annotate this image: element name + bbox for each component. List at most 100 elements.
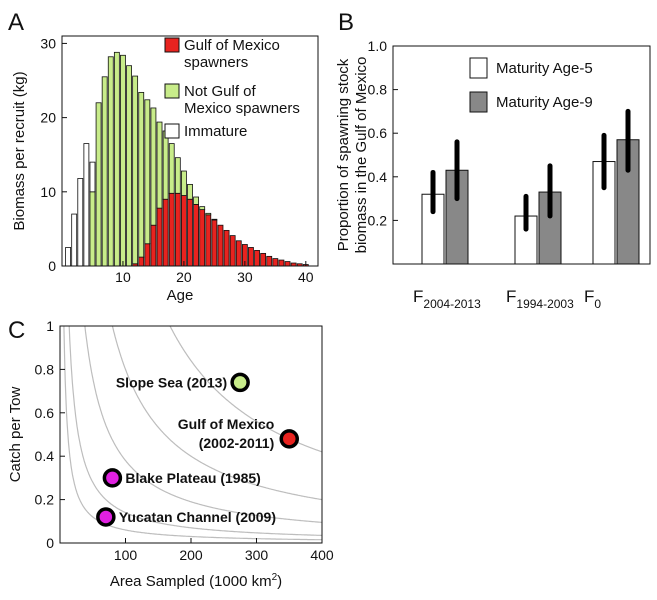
- bar-gulf-age-34: [266, 255, 273, 267]
- panel-c: C 0 0.2 0.4 0.6 0.8 1 100 200 300 400 Area Sampled …: [7, 317, 334, 590]
- bar-gulf-age-29: [235, 240, 242, 267]
- bar-gulf-age-27: [223, 229, 230, 267]
- bar-immature-age-1: [65, 247, 71, 267]
- legend-swatch-b-1: [469, 91, 488, 113]
- bar-notgulf-age-19: [174, 157, 181, 194]
- ytick-label-a: 0: [48, 258, 56, 274]
- bar-notgulf-age-7: [101, 76, 108, 267]
- xlabel-c: Area Sampled (1000 km2): [110, 572, 282, 590]
- ytick-label-c: 0.2: [35, 492, 55, 508]
- ytick-label-c: 0.6: [35, 405, 55, 421]
- bar-notgulf-age-15: [150, 107, 157, 226]
- legend-label-a-0: spawners: [184, 54, 248, 71]
- ytick-label-b: 0.8: [368, 82, 388, 98]
- ytick-label-b: 0.6: [368, 125, 388, 141]
- legend-label-a-1: Mexico spawners: [184, 100, 300, 117]
- bar-gulf-age-20: [181, 195, 187, 267]
- bar-notgulf-age-9: [113, 51, 120, 267]
- ylabel-b-1: biomass in the Gulf of Mexico: [353, 57, 370, 254]
- bar-gulf-age-32: [254, 250, 260, 267]
- bar-gulf-age-37: [284, 261, 291, 267]
- bar-notgulf-age-6: [95, 102, 102, 267]
- ylabel-c: Catch per Tow: [7, 387, 24, 483]
- ytick-label-c: 0.4: [35, 448, 55, 464]
- bar-gulf-age-16: [156, 207, 163, 267]
- ytick-label-c: 1: [46, 318, 54, 334]
- bar-gulf-age-33: [260, 252, 267, 267]
- category-label-b-2: F0: [584, 287, 601, 311]
- bar-notgulf-age-8: [107, 56, 114, 267]
- point-label2-c-1: (2002-2011): [199, 435, 275, 451]
- bar-notgulf-age-20: [181, 170, 187, 196]
- category-label-b-0: F2004-2013: [413, 287, 481, 311]
- bar-gulf-age-23: [199, 209, 206, 267]
- xtick-label-a: 20: [176, 269, 192, 285]
- bar-notgulf-age-21: [187, 183, 193, 200]
- bar-notgulf-age-13: [138, 91, 145, 258]
- bar-gulf-age-14: [144, 243, 151, 267]
- xtick-label-c: 100: [114, 547, 138, 563]
- bar-gulf-age-25: [211, 219, 218, 267]
- ytick-label-a: 20: [40, 110, 56, 126]
- bar-gulf-age-15: [150, 224, 157, 267]
- bar-notgulf-age-24: [205, 212, 212, 216]
- bar-gulf-age-18: [168, 192, 175, 267]
- bar-gulf-age-19: [174, 192, 181, 267]
- xlabel-a: Age: [167, 287, 194, 304]
- point-c-0: [230, 372, 250, 393]
- bar-notgulf-age-25: [211, 218, 218, 221]
- iso-curve-3: [111, 325, 323, 501]
- bar-gulf-age-21: [187, 198, 193, 267]
- point-label-c-2: Blake Plateau (1985): [125, 470, 260, 486]
- bar-notgulf-age-17: [162, 130, 169, 200]
- xtick-label-c: 200: [179, 547, 203, 563]
- legend-swatch-a-1: [164, 83, 180, 99]
- point-label-c-1: Gulf of Mexico: [178, 416, 274, 432]
- ylabel-a: Biomass per recruit (kg): [11, 71, 28, 230]
- bar-notgulf-age-12: [132, 75, 139, 265]
- category-label-b-1: F1994-2003: [506, 287, 574, 311]
- bar-gulf-age-22: [193, 204, 199, 267]
- ytick-label-b: 0.2: [368, 212, 388, 228]
- axes-frame-a: [61, 35, 319, 267]
- bar-gulf-age-24: [205, 214, 212, 267]
- bar-notgulf-age-5: [89, 191, 96, 267]
- xtick-label-a: 10: [115, 269, 131, 285]
- bar-immature-age-3: [77, 178, 84, 267]
- legend-label-a-1: Not Gulf of: [184, 83, 257, 100]
- axes-frame-b: [392, 45, 651, 265]
- ytick-label-b: 1.0: [368, 38, 388, 54]
- point-c-2: [102, 468, 123, 488]
- bar-gulf-age-35: [272, 258, 279, 267]
- ytick-label-a: 10: [40, 184, 56, 200]
- ylabel-b-0: Proportion of spawning stock: [335, 58, 352, 251]
- bar-notgulf-age-18: [168, 143, 175, 194]
- bar-notgulf-age-16: [156, 121, 163, 209]
- bar-immature-age-2: [71, 213, 78, 267]
- bar-gulf-age-31: [248, 247, 254, 267]
- bar-immature-age-5: [89, 161, 96, 193]
- panel-b: B F2004-2013 F1994-2003 F0 0.2 0.4 0.6 0.8 1.0 Pr…: [335, 9, 651, 311]
- xtick-label-c: 400: [310, 547, 334, 563]
- bar-gulf-age-28: [229, 235, 236, 267]
- legend-label-a-0: Gulf of Mexico: [184, 37, 280, 54]
- legend-label-b-1: Maturity Age-9: [496, 94, 593, 111]
- legend-label-a-2: Immature: [184, 123, 247, 140]
- panel-letter-b: B: [338, 9, 354, 36]
- ytick-label-c: 0.8: [35, 361, 55, 377]
- bar-gulf-age-36: [278, 259, 285, 267]
- bar-notgulf-age-22: [193, 196, 199, 205]
- bar-notgulf-age-23: [199, 206, 206, 211]
- bar-gulf-age-26: [217, 224, 224, 267]
- legend-swatch-a-0: [164, 37, 180, 53]
- bar-notgulf-age-11: [126, 65, 132, 267]
- point-label-c-3: Yucatan Channel (2009): [119, 509, 276, 525]
- legend-label-b-0: Maturity Age-5: [496, 60, 593, 77]
- iso-curve-1: [68, 325, 322, 537]
- legend-swatch-b-0: [469, 57, 488, 79]
- bar-notgulf-age-10: [120, 54, 126, 267]
- iso-curve-2: [84, 325, 323, 523]
- ytick-label-a: 30: [40, 35, 56, 51]
- bar-notgulf-age-14: [144, 99, 151, 245]
